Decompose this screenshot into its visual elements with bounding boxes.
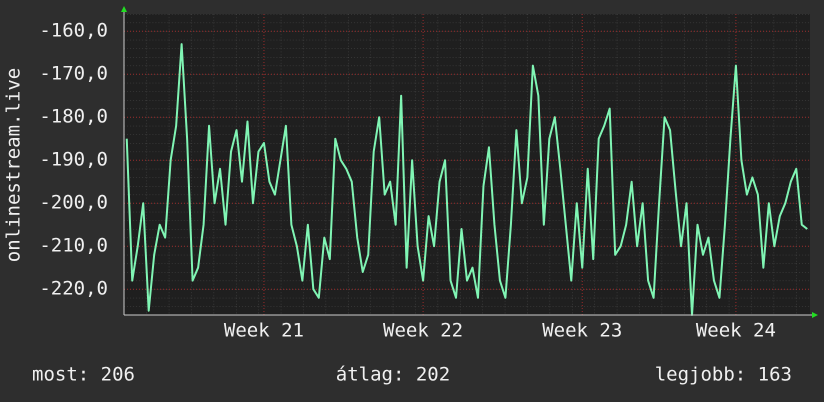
y-tick-label: -210,0 — [39, 235, 108, 257]
y-tick-label: -190,0 — [39, 149, 108, 171]
grid — [124, 14, 810, 315]
x-tick-label: Week 23 — [542, 320, 622, 342]
y-arrow — [121, 6, 127, 12]
x-tick-label: Week 24 — [696, 320, 776, 342]
y-tick-label: -220,0 — [39, 278, 108, 300]
y-tick-label: -180,0 — [39, 106, 108, 128]
footer-current: most: 206 — [32, 364, 135, 386]
footer-average: átlag: 202 — [336, 364, 450, 386]
marks — [125, 43, 808, 316]
y-tick-label: -200,0 — [39, 192, 108, 214]
minor-grid — [124, 14, 810, 315]
x-tick-label: Week 22 — [383, 320, 463, 342]
y-tick-label: -170,0 — [39, 63, 108, 85]
y-tick-label: -160,0 — [39, 20, 108, 42]
footer-best: legjobb: 163 — [655, 364, 792, 386]
y-axis-label: onlinestream.live — [3, 68, 25, 262]
x-arrow — [812, 312, 818, 318]
line — [125, 43, 808, 316]
x-tick-label: Week 21 — [224, 320, 304, 342]
